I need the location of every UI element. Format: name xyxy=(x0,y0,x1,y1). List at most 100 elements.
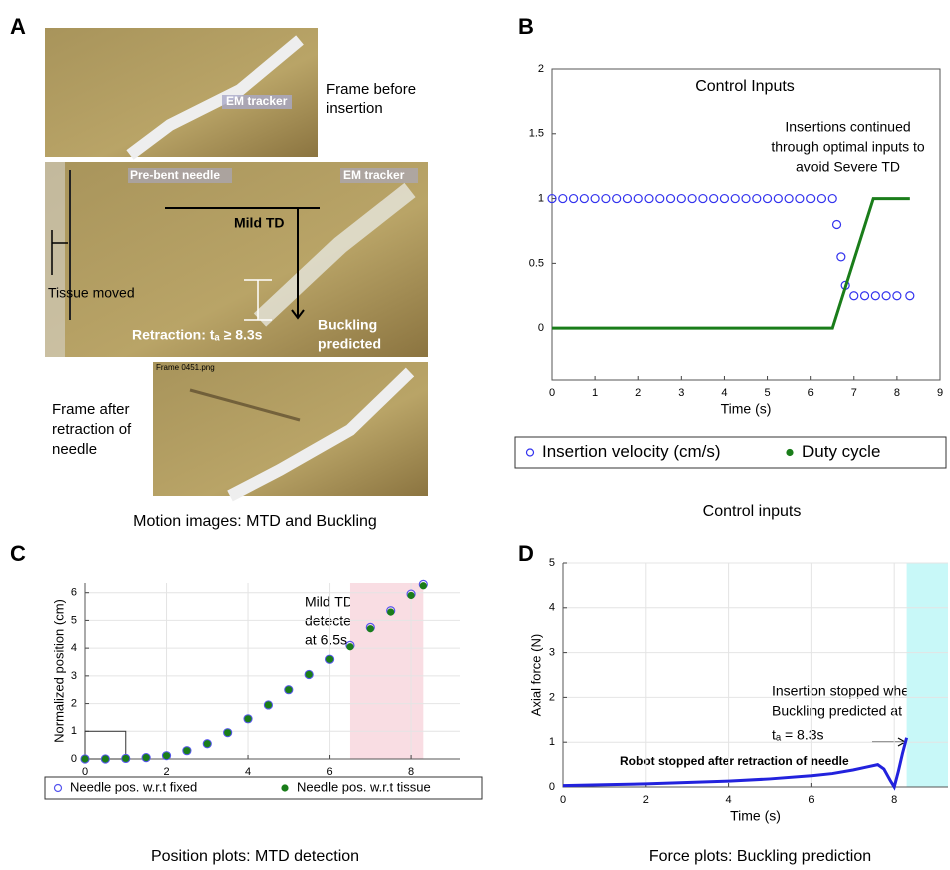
annotation: Buckling xyxy=(318,317,377,333)
x-tick-label: 8 xyxy=(408,766,414,778)
legend-marker xyxy=(786,448,794,457)
y-tick-label: 4 xyxy=(549,602,555,614)
x-tick-label: 8 xyxy=(891,794,897,806)
marker xyxy=(100,754,110,764)
marker xyxy=(101,755,109,763)
panel-label: A xyxy=(10,14,26,39)
marker xyxy=(325,655,334,663)
marker xyxy=(655,193,665,204)
marker xyxy=(806,193,816,204)
marker xyxy=(665,193,676,204)
y-tick-label: 5 xyxy=(549,557,555,569)
marker xyxy=(622,193,633,204)
marker xyxy=(304,669,314,680)
panel-label: B xyxy=(518,14,534,39)
marker xyxy=(161,751,172,761)
x-tick-label: 5 xyxy=(764,387,770,399)
x-tick-label: 3 xyxy=(678,387,684,399)
y-tick-label: 1 xyxy=(71,725,77,737)
annotation: predicted xyxy=(318,336,381,352)
marker xyxy=(601,193,611,204)
marker xyxy=(264,701,273,709)
data-line xyxy=(562,737,909,791)
marker xyxy=(244,715,252,723)
annotation: Robot stopped after retraction of needle xyxy=(620,754,849,768)
y-tick-label: 5 xyxy=(71,614,77,626)
x-tick-label: 6 xyxy=(808,387,814,399)
marker xyxy=(203,740,211,748)
legend-label: Needle pos. w.r.t fixed xyxy=(70,779,197,794)
legend-label: Needle pos. w.r.t tissue xyxy=(297,779,431,794)
marker xyxy=(762,193,773,204)
marker xyxy=(590,193,600,204)
marker xyxy=(719,193,730,204)
legend-marker xyxy=(281,784,289,792)
caption: Position plots: MTD detection xyxy=(151,848,359,865)
y-tick-label: 2 xyxy=(538,63,544,75)
shaded-region xyxy=(906,563,948,787)
marker xyxy=(836,252,846,262)
x-tick-label: 4 xyxy=(726,794,732,806)
marker xyxy=(859,291,870,301)
marker xyxy=(870,291,880,301)
caption: Control inputs xyxy=(703,503,802,520)
marker xyxy=(182,746,192,756)
marker xyxy=(80,754,90,764)
marker xyxy=(202,739,212,749)
marker xyxy=(612,193,622,204)
x-tick-label: 8 xyxy=(894,387,900,399)
marker xyxy=(366,625,374,633)
marker xyxy=(547,193,557,204)
marker xyxy=(905,291,915,301)
y-tick-label: 1 xyxy=(538,192,544,204)
annotation: Retraction: tₐ ≥ 8.3s xyxy=(132,327,263,343)
marker xyxy=(419,582,427,590)
image-tag: EM tracker xyxy=(343,168,405,182)
y-tick-label: 3 xyxy=(549,647,555,659)
marker xyxy=(709,193,719,204)
y-tick-label: 3 xyxy=(71,670,77,682)
y-tick-label: 0 xyxy=(538,322,544,334)
x-axis-label: Time (s) xyxy=(730,808,781,824)
frame-image xyxy=(153,362,428,502)
marker xyxy=(568,193,579,204)
marker xyxy=(224,729,232,737)
annotation: Buckling predicted at xyxy=(772,703,902,719)
marker xyxy=(698,193,708,204)
frame-image xyxy=(45,28,318,160)
panel-label: C xyxy=(10,541,26,566)
x-tick-label: 4 xyxy=(721,387,727,399)
legend-label: Insertion velocity (cm/s) xyxy=(542,442,721,461)
image-tag: EM tracker xyxy=(226,94,288,108)
marker xyxy=(741,193,751,204)
x-axis-label: Time (s) xyxy=(721,401,772,417)
annotation: Insertions continued xyxy=(785,119,910,135)
y-tick-label: 0 xyxy=(71,753,77,765)
marker xyxy=(407,591,415,600)
marker xyxy=(387,608,395,616)
x-tick-label: 6 xyxy=(808,794,814,806)
annotation: avoid Severe TD xyxy=(796,159,900,175)
x-tick-label: 6 xyxy=(327,766,333,778)
x-tick-label: 0 xyxy=(82,766,88,778)
image-tag: Frame 0451.png xyxy=(156,363,215,372)
chart-title: Control Inputs xyxy=(695,78,795,95)
frame-label: needle xyxy=(52,441,97,458)
marker xyxy=(284,685,294,695)
marker xyxy=(223,728,233,738)
x-tick-label: 4 xyxy=(245,766,251,778)
marker xyxy=(730,193,740,204)
frame-label: Frame after xyxy=(52,401,130,418)
marker xyxy=(816,193,827,204)
panel-label: D xyxy=(518,541,534,566)
marker xyxy=(831,219,842,230)
marker xyxy=(285,686,293,694)
marker xyxy=(183,747,191,755)
x-tick-label: 9 xyxy=(937,387,943,399)
annotation: tₐ = 8.3s xyxy=(772,727,824,743)
x-tick-label: 2 xyxy=(635,387,641,399)
frame-label: insertion xyxy=(326,100,383,117)
marker xyxy=(881,291,891,301)
annotation: Mild TD xyxy=(305,594,353,610)
